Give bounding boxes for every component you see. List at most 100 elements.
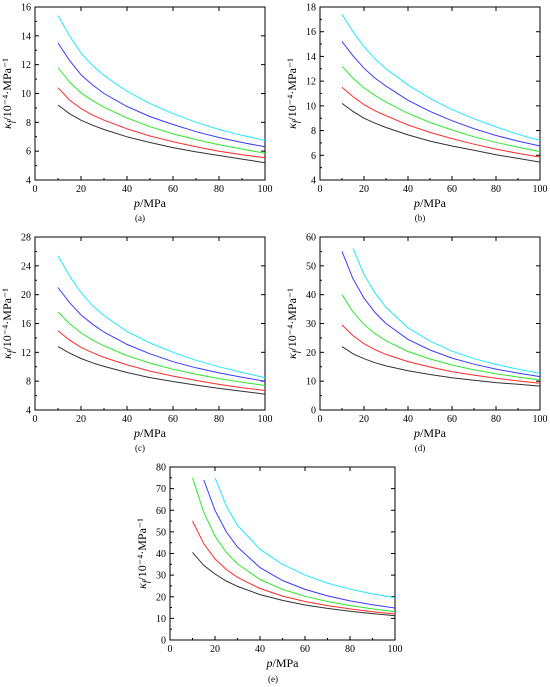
x-tick-label: 60 — [447, 414, 457, 425]
series-line-4 — [341, 251, 541, 378]
x-tick-label: 40 — [122, 184, 132, 195]
x-tick-label: 80 — [491, 414, 501, 425]
y-tick-label: 8 — [26, 118, 31, 129]
plot-frame — [319, 236, 541, 411]
series-line-2 — [57, 87, 266, 159]
x-tick-label: 20 — [359, 414, 369, 425]
series-line-3 — [341, 294, 541, 381]
y-tick-label: 16 — [306, 27, 316, 38]
y-tick-label: 30 — [156, 571, 166, 582]
series-line-1 — [341, 346, 541, 387]
y-tick-label: 8 — [311, 126, 316, 137]
y-tick-label: 28 — [21, 233, 31, 244]
y-tick-label: 8 — [26, 377, 31, 388]
y-tick-label: 10 — [156, 614, 166, 625]
y-tick-label: 16 — [21, 3, 31, 14]
x-tick-label: 60 — [300, 644, 310, 655]
series-line-2 — [341, 86, 541, 158]
y-tick-label: 20 — [306, 348, 316, 359]
series-line-3 — [57, 67, 266, 154]
x-tick-label: 100 — [533, 184, 548, 195]
series-line-4 — [203, 479, 396, 609]
y-tick-label: 14 — [21, 31, 31, 42]
x-tick-label: 100 — [258, 184, 273, 195]
series-line-4 — [57, 287, 266, 382]
x-tick-label: 20 — [76, 184, 86, 195]
plot-frame — [34, 6, 266, 181]
series-line-5 — [352, 248, 541, 374]
x-tick-label: 20 — [359, 184, 369, 195]
y-tick-label: 10 — [306, 377, 316, 388]
y-tick-label: 10 — [21, 89, 31, 100]
y-tick-label: 4 — [311, 176, 316, 187]
x-axis-title: p/MPa — [265, 656, 299, 670]
x-tick-label: 100 — [533, 414, 548, 425]
y-tick-label: 40 — [306, 290, 316, 301]
series-line-1 — [192, 552, 396, 617]
x-tick-label: 80 — [491, 184, 501, 195]
x-tick-label: 80 — [214, 184, 224, 195]
chart-panel-a: 0 20 40 60 80 100 4 6 8 10 12 14 16 p/MPa κf/10⁻⁴·MPa⁻… — [0, 3, 273, 224]
x-tick-label: 60 — [447, 184, 457, 195]
y-axis-title: κf/10⁻⁴·MPa⁻¹ — [285, 288, 301, 359]
series-line-2 — [192, 520, 396, 615]
y-tick-label: 80 — [156, 463, 166, 474]
series-line-1 — [57, 346, 266, 395]
y-tick-label: 10 — [306, 101, 316, 112]
series-line-2 — [57, 330, 266, 391]
y-tick-label: 16 — [21, 319, 31, 330]
y-tick-label: 6 — [26, 147, 31, 158]
chart-panel-b: 0 20 40 60 80 100 4 6 8 10 12 14 16 18 p/MPa κf/10⁻⁴·MP… — [285, 3, 548, 224]
x-tick-label: 20 — [210, 644, 220, 655]
x-tick-label: 0 — [33, 414, 38, 425]
x-axis-title: p/MPa — [413, 426, 447, 440]
panel-label: (c) — [135, 443, 145, 453]
chart-panel-d: 0 20 40 60 80 1000102030405060p/MPaκf/10⁻⁴·MP… — [285, 233, 548, 454]
series-line-5 — [341, 14, 541, 141]
y-tick-label: 6 — [311, 151, 316, 162]
x-tick-label: 100 — [388, 644, 403, 655]
series-line-3 — [57, 311, 266, 386]
y-axis-title: κf/10⁻⁴·MPa⁻¹ — [285, 58, 301, 129]
x-tick-label: 80 — [345, 644, 355, 655]
x-tick-label: 20 — [76, 414, 86, 425]
series-line-5 — [214, 477, 396, 599]
x-tick-label: 40 — [403, 184, 413, 195]
y-tick-label: 40 — [156, 549, 166, 560]
y-tick-label: 70 — [156, 484, 166, 495]
y-axis-title: κf/10⁻⁴·MPa⁻¹ — [135, 518, 151, 589]
x-tick-label: 60 — [168, 184, 178, 195]
y-tick-label: 0 — [161, 636, 166, 647]
x-tick-label: 40 — [122, 414, 132, 425]
y-tick-label: 4 — [26, 176, 31, 187]
y-tick-label: 12 — [21, 60, 31, 71]
chart-panel-c: 0 20 40 60 80 100 4 8 12 16 20 24 28 p/MPa κf/10⁻⁴·MPa… — [0, 233, 273, 454]
y-tick-label: 12 — [21, 348, 31, 359]
x-tick-label: 40 — [255, 644, 265, 655]
panel-label: (a) — [135, 213, 145, 223]
chart-panel-e: 0 20 40 60 80 100 0 10 20 30 40 50 60 70 80 p/MPa κf/10⁻… — [135, 463, 403, 685]
series-line-4 — [57, 42, 266, 148]
y-axis-title: κf/10⁻⁴·MPa⁻¹ — [0, 288, 16, 359]
series-line-5 — [57, 15, 266, 141]
x-tick-label: 0 — [318, 184, 323, 195]
series-line-1 — [341, 102, 541, 163]
panel-label: (b) — [415, 213, 426, 223]
y-tick-label: 50 — [156, 527, 166, 538]
x-tick-label: 80 — [214, 414, 224, 425]
series-line-1 — [57, 104, 266, 164]
x-axis-title: p/MPa — [133, 426, 167, 440]
series-line-5 — [57, 255, 266, 379]
x-tick-label: 100 — [258, 414, 273, 425]
y-axis-title: κf/10⁻⁴·MPa⁻¹ — [0, 58, 16, 129]
y-tick-label: 60 — [306, 233, 316, 244]
y-tick-label: 12 — [306, 77, 316, 88]
x-tick-label: 60 — [168, 414, 178, 425]
x-axis-title: p/MPa — [133, 196, 167, 210]
x-tick-label: 0 — [168, 644, 173, 655]
y-tick-label: 50 — [306, 261, 316, 272]
y-tick-label: 20 — [156, 592, 166, 603]
plot-frame — [169, 466, 396, 641]
y-tick-label: 20 — [21, 290, 31, 301]
